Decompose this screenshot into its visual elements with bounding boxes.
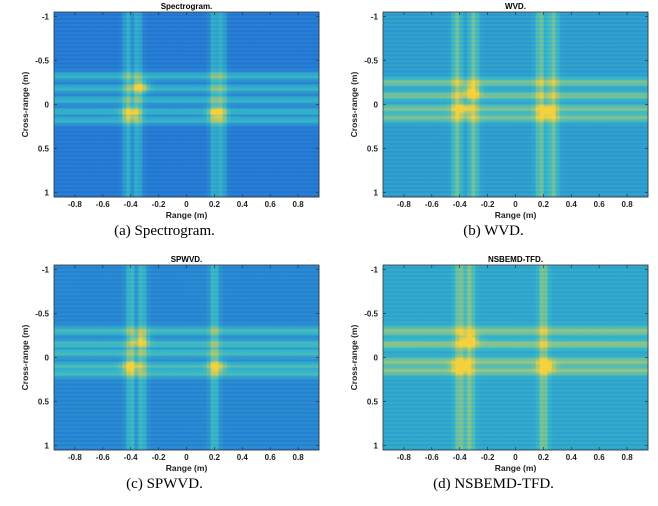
caption-wvd: (b) WVD. [329, 223, 658, 240]
plot-title: WVD. [505, 2, 526, 11]
y-axis-label: Cross-range (m) [20, 72, 30, 138]
y-axis-label: Cross-range (m) [349, 72, 359, 138]
x-tick-label: 0.4 [237, 200, 249, 209]
x-tick-label: 0.4 [237, 453, 249, 462]
caption-nsbemd: (d) NSBEMD-TFD. [329, 476, 658, 493]
x-tick-label: 0.4 [566, 200, 578, 209]
y-tick-label: 0.5 [38, 398, 50, 407]
caption-spwvd: (c) SPWVD. [0, 476, 329, 493]
x-tick-label: 0.8 [622, 200, 634, 209]
heatmap-cells [383, 12, 649, 198]
x-tick-label: -0.4 [453, 200, 467, 209]
heatmap-cells [54, 265, 320, 451]
x-tick-label: -0.6 [425, 200, 439, 209]
y-tick-label: -0.5 [35, 56, 49, 65]
x-tick-label: -0.2 [152, 453, 166, 462]
x-tick-label: -0.8 [397, 200, 411, 209]
x-tick-label: 0.2 [538, 453, 550, 462]
y-axis-label: Cross-range (m) [349, 325, 359, 391]
plot-title: SPWVD. [171, 255, 203, 264]
x-tick-label: -0.8 [68, 453, 82, 462]
caption-spectrogram: (a) Spectrogram. [0, 223, 329, 240]
panel-spwvd: SPWVD. -0.8 -0.6 -0.4 -0.2 0 0.2 0.4 0.6 0.8 -1 -0.… [0, 253, 329, 506]
x-tick-label: 0.2 [209, 453, 221, 462]
x-tick-label: 0.8 [622, 453, 634, 462]
y-tick-label: 0 [45, 354, 50, 363]
x-tick-label: -0.4 [124, 453, 138, 462]
x-tick-label: -0.2 [481, 200, 495, 209]
x-tick-label: -0.4 [124, 200, 138, 209]
chart-spwvd: SPWVD. -0.8 -0.6 -0.4 -0.2 0 0.2 0.4 0.6 0.8 -1 -0.… [20, 255, 320, 473]
y-axis-label: Cross-range (m) [20, 325, 30, 391]
x-axis-label: Range (m) [166, 463, 208, 473]
y-tick-label: -1 [371, 12, 379, 21]
x-tick-label: 0.6 [265, 200, 277, 209]
y-tick-label: -1 [371, 265, 379, 274]
x-tick-label: -0.6 [96, 453, 110, 462]
chart-wvd: WVD. -0.8 -0.6 -0.4 -0.2 0 0.2 0.4 0.6 0.8 -1 -0.5 0… [349, 2, 649, 220]
x-tick-label: 0 [184, 453, 189, 462]
x-tick-label: 0.8 [293, 200, 305, 209]
heatmap-cells [383, 265, 649, 451]
y-tick-label: 0.5 [367, 145, 379, 154]
y-tick-label: -0.5 [364, 309, 378, 318]
y-tick-label: 1 [45, 442, 50, 451]
x-tick-label: 0 [513, 200, 518, 209]
x-axis-label: Range (m) [495, 463, 537, 473]
plot-title: NSBEMD-TFD. [488, 255, 543, 264]
panel-spectrogram: Spectrogram. -0.8 -0.6 -0.4 -0.2 0 0.2 0.4 0.6 0.… [0, 0, 329, 253]
x-tick-label: 0.2 [209, 200, 221, 209]
x-tick-label: 0 [184, 200, 189, 209]
chart-spectrogram: Spectrogram. -0.8 -0.6 -0.4 -0.2 0 0.2 0.4 0.6 0.… [20, 2, 320, 220]
y-tick-label: 0 [374, 354, 379, 363]
x-tick-label: -0.4 [453, 453, 467, 462]
y-tick-label: -1 [42, 12, 50, 21]
x-tick-label: -0.2 [152, 200, 166, 209]
x-tick-label: -0.2 [481, 453, 495, 462]
x-tick-label: -0.6 [96, 200, 110, 209]
x-tick-label: -0.8 [68, 200, 82, 209]
x-tick-label: -0.6 [425, 453, 439, 462]
y-tick-label: 0 [45, 101, 50, 110]
x-axis-label: Range (m) [166, 210, 208, 220]
chart-nsbemd: NSBEMD-TFD. -0.8 -0.6 -0.4 -0.2 0 0.2 0.4 0.6 0.8… [349, 255, 649, 473]
x-tick-label: -0.8 [397, 453, 411, 462]
x-tick-label: 0.4 [566, 453, 578, 462]
y-tick-label: 0.5 [38, 145, 50, 154]
x-tick-label: 0.2 [538, 200, 550, 209]
y-tick-label: 1 [45, 189, 50, 198]
x-axis-label: Range (m) [495, 210, 537, 220]
panel-wvd: WVD. -0.8 -0.6 -0.4 -0.2 0 0.2 0.4 0.6 0.8 -1 -0.5 0… [329, 0, 658, 253]
panel-nsbemd: NSBEMD-TFD. -0.8 -0.6 -0.4 -0.2 0 0.2 0.4 0.6 0.8… [329, 253, 658, 506]
x-tick-label: 0 [513, 453, 518, 462]
heatmap-cells [54, 12, 320, 198]
plot-title: Spectrogram. [161, 2, 213, 11]
y-tick-label: -1 [42, 265, 50, 274]
x-tick-label: 0.6 [265, 453, 277, 462]
x-tick-label: 0.6 [594, 200, 606, 209]
y-tick-label: 0 [374, 101, 379, 110]
x-tick-label: 0.6 [594, 453, 606, 462]
y-tick-label: 1 [374, 442, 379, 451]
y-tick-label: -0.5 [35, 309, 49, 318]
y-tick-label: -0.5 [364, 56, 378, 65]
x-tick-label: 0.8 [293, 453, 305, 462]
y-tick-label: 1 [374, 189, 379, 198]
y-tick-label: 0.5 [367, 398, 379, 407]
